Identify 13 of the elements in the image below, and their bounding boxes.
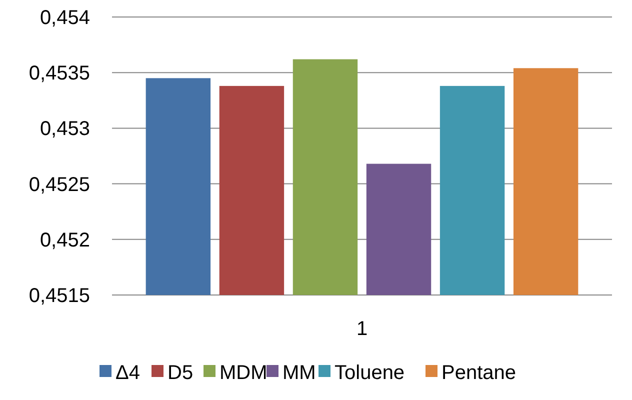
legend-label: MM — [282, 362, 316, 384]
legend-label: D5 — [168, 362, 194, 384]
y-tick-label: 0,453 — [40, 118, 90, 140]
legend-label: MDM — [220, 362, 268, 384]
y-tick-label: 0,4525 — [28, 174, 90, 196]
legend-label: Δ4 — [116, 362, 140, 384]
y-tick-label: 0,4515 — [28, 285, 90, 307]
legend-label: Pentane — [442, 362, 516, 384]
y-tick-label: 0,454 — [40, 7, 90, 29]
y-tick-label: 0,4535 — [28, 62, 90, 85]
x-tick-label: 1 — [356, 318, 368, 340]
legend-label: Toluene — [334, 362, 405, 384]
y-tick-label: 0,452 — [40, 229, 90, 252]
